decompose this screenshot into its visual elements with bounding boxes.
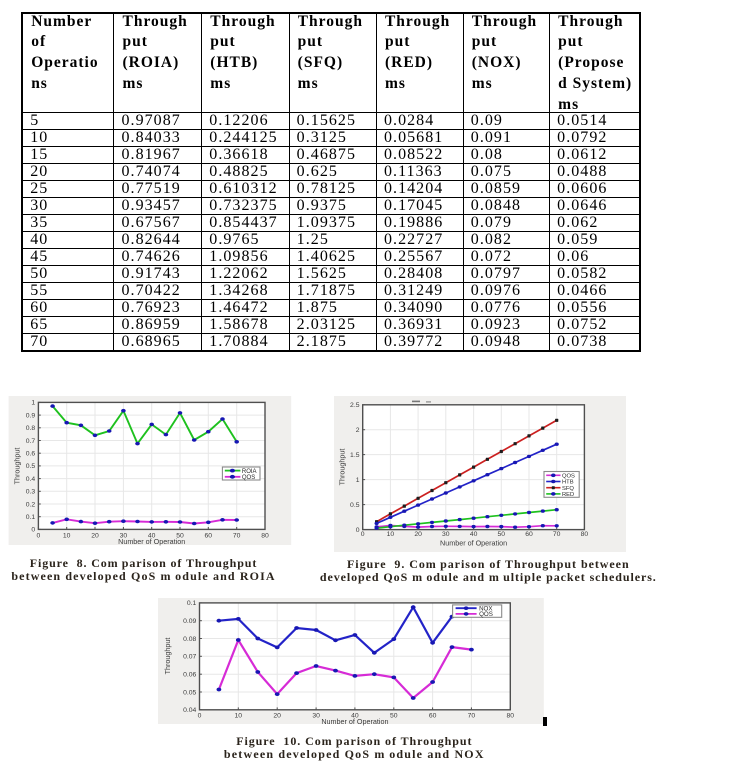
svg-text:40: 40 <box>351 712 359 719</box>
svg-text:NOX: NOX <box>479 605 492 612</box>
svg-text:Throughput: Throughput <box>163 638 172 675</box>
svg-text:10: 10 <box>235 712 243 719</box>
svg-text:80: 80 <box>261 532 269 539</box>
svg-text:Number of Operation: Number of Operation <box>440 539 507 548</box>
svg-text:50: 50 <box>390 712 398 719</box>
svg-text:Throughput: Throughput <box>338 449 347 486</box>
svg-text:1: 1 <box>356 477 360 484</box>
svg-text:80: 80 <box>507 712 515 719</box>
svg-text:0: 0 <box>361 531 365 538</box>
svg-text:10: 10 <box>387 531 395 538</box>
svg-text:2: 2 <box>356 427 360 434</box>
svg-text:ROIA: ROIA <box>242 469 257 475</box>
svg-text:0.05: 0.05 <box>183 689 196 696</box>
svg-text:Throughput: Throughput <box>13 448 22 485</box>
svg-text:30: 30 <box>120 532 128 539</box>
svg-text:QOS: QOS <box>562 473 575 479</box>
svg-text:0.7: 0.7 <box>26 438 36 445</box>
svg-text:40: 40 <box>470 531 478 538</box>
svg-text:QOS: QOS <box>479 611 493 618</box>
svg-text:60: 60 <box>205 532 213 539</box>
svg-text:10: 10 <box>63 532 71 539</box>
svg-text:70: 70 <box>553 531 561 538</box>
svg-text:0.06: 0.06 <box>183 672 196 679</box>
svg-text:60: 60 <box>525 531 533 538</box>
svg-text:RED: RED <box>562 492 574 498</box>
svg-text:0.09: 0.09 <box>183 618 196 625</box>
svg-text:1: 1 <box>31 400 35 407</box>
svg-text:20: 20 <box>273 712 281 719</box>
svg-text:0.1: 0.1 <box>187 600 197 607</box>
svg-text:HTB: HTB <box>562 480 574 486</box>
svg-text:0.4: 0.4 <box>26 476 36 483</box>
svg-text:30: 30 <box>442 531 450 538</box>
svg-text:0: 0 <box>198 712 202 719</box>
svg-text:SFQ: SFQ <box>562 486 574 492</box>
svg-text:0.07: 0.07 <box>183 654 196 661</box>
svg-text:0.3: 0.3 <box>26 489 36 496</box>
svg-text:0.9: 0.9 <box>26 412 36 419</box>
svg-text:50: 50 <box>498 531 506 538</box>
svg-text:1.5: 1.5 <box>350 452 360 459</box>
svg-text:Number of Operation: Number of Operation <box>118 537 185 546</box>
svg-text:0.6: 0.6 <box>26 451 36 458</box>
svg-text:0.5: 0.5 <box>26 463 36 470</box>
svg-text:70: 70 <box>468 712 476 719</box>
svg-text:0: 0 <box>356 527 360 534</box>
svg-text:QOS: QOS <box>242 475 255 481</box>
svg-text:0.08: 0.08 <box>183 636 196 643</box>
svg-text:40: 40 <box>148 532 156 539</box>
svg-text:70: 70 <box>233 532 241 539</box>
svg-text:60: 60 <box>429 712 437 719</box>
svg-text:Number of Operation: Number of Operation <box>321 717 388 726</box>
svg-text:80: 80 <box>581 531 589 538</box>
svg-text:0.5: 0.5 <box>350 502 360 509</box>
svg-text:0: 0 <box>37 532 41 539</box>
svg-text:0.2: 0.2 <box>26 501 36 508</box>
svg-text:20: 20 <box>91 532 99 539</box>
svg-text:30: 30 <box>312 712 320 719</box>
svg-text:0.04: 0.04 <box>183 707 196 714</box>
svg-text:20: 20 <box>414 531 422 538</box>
svg-text:2.5: 2.5 <box>350 402 360 409</box>
svg-text:0.8: 0.8 <box>26 425 36 432</box>
svg-text:0: 0 <box>31 527 35 534</box>
svg-text:50: 50 <box>176 532 184 539</box>
svg-text:0.1: 0.1 <box>26 514 36 521</box>
